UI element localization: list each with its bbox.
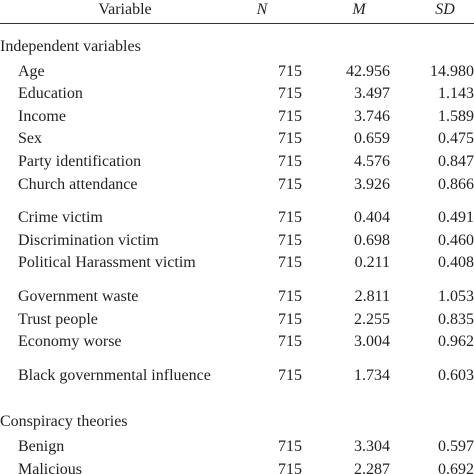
n-cell: 715 <box>278 153 302 170</box>
n-cell: 715 <box>278 107 302 125</box>
n-cell: 715 <box>278 209 302 227</box>
row-label: Black governmental influence <box>18 366 211 384</box>
sd-cell: 0.460 <box>438 231 474 249</box>
mean-cell: 3.497 <box>354 85 390 103</box>
sd-cell: 0.962 <box>438 333 474 351</box>
mean-cell: 0.698 <box>354 231 390 249</box>
row-label: Discrimination victim <box>18 231 159 249</box>
n-cell: 715 <box>278 254 302 272</box>
row-label: Malicious <box>18 460 82 474</box>
row-label: Age <box>18 62 45 80</box>
section-title: Conspiracy theories <box>0 413 128 431</box>
sd-cell: 0.866 <box>438 175 474 193</box>
n-cell: 715 <box>278 62 302 80</box>
row-label: Economy worse <box>18 333 122 351</box>
n-cell: 715 <box>278 438 302 455</box>
mean-cell: 3.304 <box>354 438 390 455</box>
n-cell: 715 <box>278 130 302 148</box>
column-header: M <box>352 1 366 18</box>
n-cell: 715 <box>278 231 302 249</box>
mean-cell: 0.404 <box>354 209 390 227</box>
mean-cell: 1.734 <box>354 366 390 384</box>
row-label: Church attendance <box>18 175 138 193</box>
header-rule <box>0 23 474 24</box>
mean-cell: 2.811 <box>354 288 390 305</box>
mean-cell: 3.926 <box>354 175 390 193</box>
n-cell: 715 <box>278 175 302 193</box>
mean-cell: 3.746 <box>354 107 390 125</box>
sd-cell: 0.491 <box>438 209 474 227</box>
column-header: N <box>256 1 268 18</box>
sd-cell: 0.692 <box>438 460 474 474</box>
n-cell: 715 <box>278 366 302 384</box>
n-cell: 715 <box>278 310 302 328</box>
row-label: Education <box>18 85 83 103</box>
section-title: Independent variables <box>0 38 141 55</box>
sd-cell: 1.143 <box>438 85 474 103</box>
row-label: Income <box>18 107 66 125</box>
mean-cell: 3.004 <box>354 333 390 351</box>
sd-cell: 0.597 <box>438 438 474 455</box>
row-label: Government waste <box>18 288 139 305</box>
mean-cell: 0.211 <box>354 254 390 272</box>
row-label: Sex <box>18 130 42 148</box>
mean-cell: 0.659 <box>354 130 390 148</box>
n-cell: 715 <box>278 333 302 351</box>
sd-cell: 0.408 <box>438 254 474 272</box>
mean-cell: 2.287 <box>354 460 390 474</box>
mean-cell: 2.255 <box>354 310 390 328</box>
sd-cell: 0.475 <box>438 130 474 148</box>
column-header: Variable <box>98 1 152 18</box>
sd-cell: 0.847 <box>438 153 474 170</box>
row-label: Benign <box>18 438 65 455</box>
n-cell: 715 <box>278 85 302 103</box>
row-label: Trust people <box>18 310 98 328</box>
mean-cell: 42.956 <box>346 62 390 80</box>
sd-cell: 1.589 <box>438 107 474 125</box>
row-label: Party identification <box>18 153 142 170</box>
column-header: SD <box>435 1 455 18</box>
sd-cell: 1.053 <box>438 288 474 305</box>
mean-cell: 4.576 <box>354 153 390 170</box>
sd-cell: 0.835 <box>438 310 474 328</box>
n-cell: 715 <box>278 288 302 305</box>
row-label: Crime victim <box>18 209 103 227</box>
n-cell: 715 <box>278 460 302 474</box>
sd-cell: 14.980 <box>430 62 474 80</box>
row-label: Political Harassment victim <box>18 254 196 272</box>
sd-cell: 0.603 <box>438 366 474 384</box>
